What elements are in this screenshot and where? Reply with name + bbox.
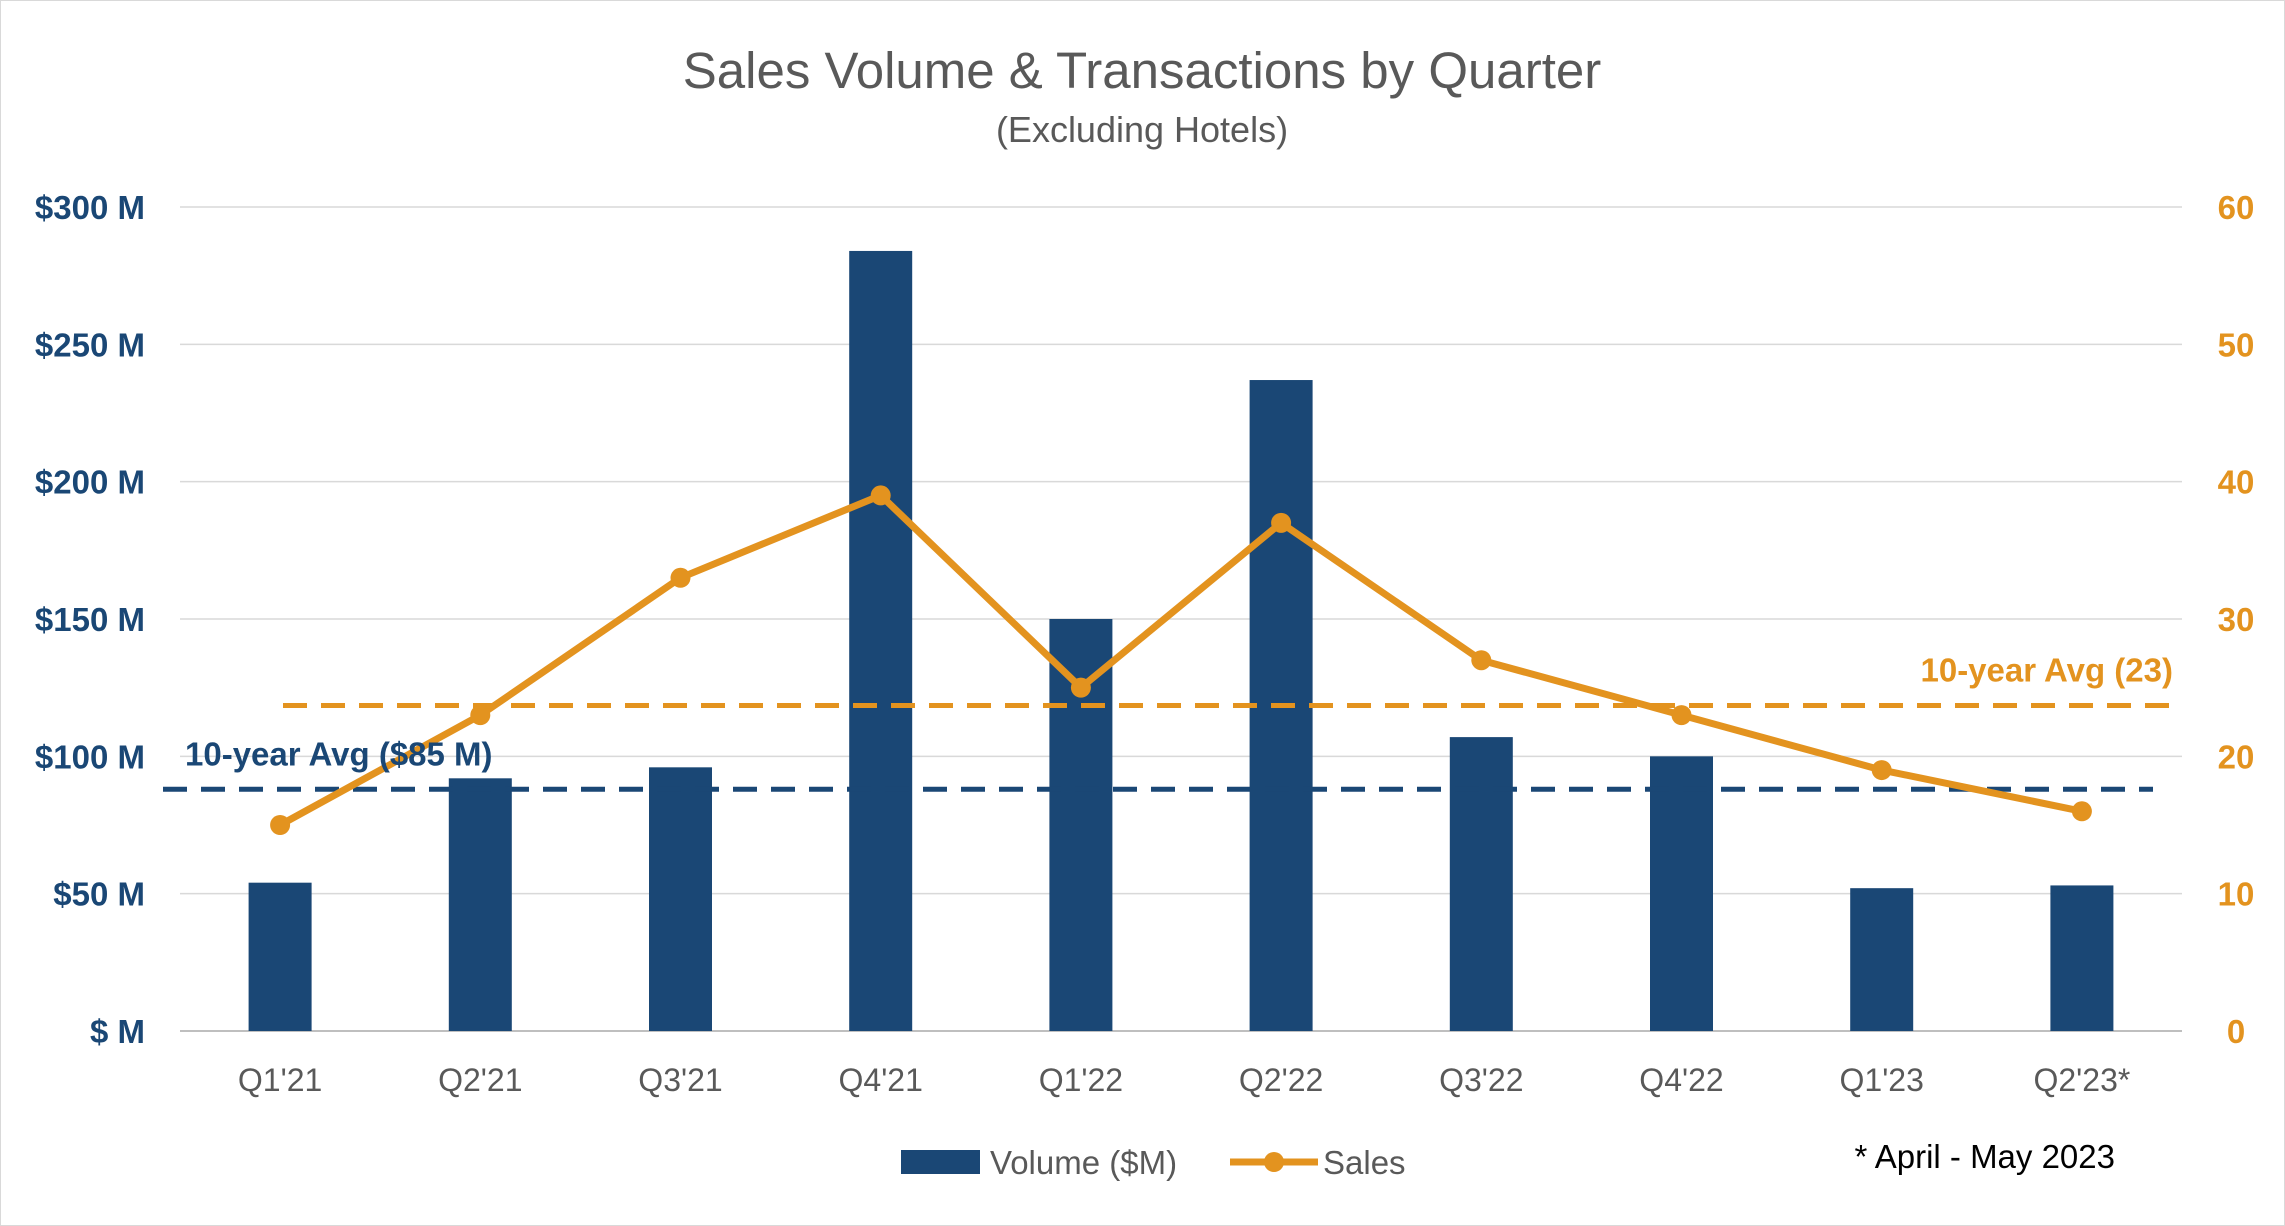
sales-point <box>1471 650 1492 671</box>
reference-line-labels: 10-year Avg ($85 M) 10-year Avg (23) <box>185 652 2173 773</box>
y-right-tick-label: 10 <box>2218 876 2255 913</box>
volume-bar <box>649 767 712 1031</box>
y-left-tick-label: $150 M <box>35 601 145 638</box>
x-tick-label: Q2'21 <box>438 1062 522 1098</box>
y-axis-left: $ M $50 M $100 M $150 M $200 M $250 M $300 M <box>35 189 145 1050</box>
reference-label-sales-avg: 10-year Avg (23) <box>1920 652 2173 689</box>
y-left-tick-label: $250 M <box>35 326 145 363</box>
x-tick-label: Q1'23 <box>1840 1062 1924 1098</box>
sales-line <box>276 491 2086 829</box>
y-left-tick-label: $ M <box>90 1013 145 1050</box>
sales-point <box>1671 705 1692 726</box>
volume-bars <box>248 250 2114 1032</box>
x-tick-label: Q2'23* <box>2033 1062 2130 1098</box>
sales-point <box>1271 512 1292 533</box>
y-right-tick-label: 20 <box>2218 738 2255 775</box>
x-tick-label: Q4'21 <box>839 1062 923 1098</box>
chart-subtitle: (Excluding Hotels) <box>996 109 1288 150</box>
y-right-tick-label: 30 <box>2218 601 2255 638</box>
sales-point <box>870 485 891 506</box>
y-right-tick-label: 50 <box>2218 326 2255 363</box>
volume-bar <box>1850 888 1914 1031</box>
y-left-tick-label: $200 M <box>35 464 145 501</box>
x-tick-label: Q2'22 <box>1239 1062 1323 1098</box>
sales-point <box>1871 760 1892 781</box>
x-tick-label: Q3'22 <box>1439 1062 1523 1098</box>
sales-point <box>470 705 491 726</box>
volume-bar <box>448 778 512 1031</box>
sales-line-series <box>270 485 2092 835</box>
volume-bar <box>248 882 312 1031</box>
y-left-tick-label: $50 M <box>53 876 145 913</box>
sales-point <box>670 567 691 588</box>
legend-label-volume: Volume ($M) <box>990 1144 1177 1181</box>
legend: Volume ($M) Sales <box>901 1144 1406 1181</box>
y-axis-right: 0 10 20 30 40 50 60 <box>2218 189 2255 1050</box>
footnote: * April - May 2023 <box>1855 1138 2115 1175</box>
y-left-tick-label: $100 M <box>35 738 145 775</box>
volume-bar <box>1449 737 1513 1031</box>
y-right-tick-label: 40 <box>2218 464 2255 501</box>
reference-label-volume-avg: 10-year Avg ($85 M) <box>185 735 493 772</box>
x-tick-label: Q4'22 <box>1639 1062 1723 1098</box>
y-right-tick-label: 60 <box>2218 189 2255 226</box>
sales-point <box>2071 801 2092 822</box>
volume-bar <box>2050 885 2114 1031</box>
legend-swatch-sales-marker <box>1264 1152 1284 1172</box>
chart-title: Sales Volume & Transactions by Quarter <box>683 42 1601 99</box>
sales-point <box>1070 677 1091 698</box>
x-tick-label: Q3'21 <box>638 1062 722 1098</box>
y-left-tick-label: $300 M <box>35 189 145 226</box>
legend-label-sales: Sales <box>1323 1144 1406 1181</box>
sales-point <box>270 815 291 835</box>
volume-bar <box>849 250 913 1032</box>
x-axis: Q1'21 Q2'21 Q3'21 Q4'21 Q1'22 Q2'22 Q3'22 Q4'22… <box>238 1062 2130 1098</box>
gridlines <box>180 206 2182 1032</box>
y-right-tick-label: 0 <box>2227 1013 2245 1050</box>
volume-bar <box>1650 756 1713 1031</box>
reference-lines <box>163 703 2182 792</box>
x-tick-label: Q1'22 <box>1039 1062 1123 1098</box>
legend-swatch-volume <box>901 1150 980 1174</box>
x-tick-label: Q1'21 <box>238 1062 322 1098</box>
